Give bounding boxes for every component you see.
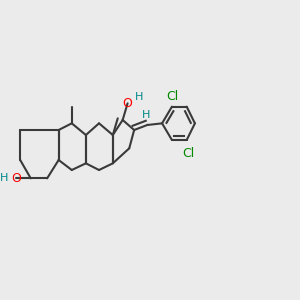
Text: H: H (135, 92, 144, 102)
Text: O: O (11, 172, 21, 185)
Text: Cl: Cl (166, 90, 178, 103)
Text: O: O (123, 97, 133, 110)
Text: H: H (142, 110, 150, 120)
Text: H: H (0, 173, 8, 183)
Text: Cl: Cl (182, 147, 194, 160)
